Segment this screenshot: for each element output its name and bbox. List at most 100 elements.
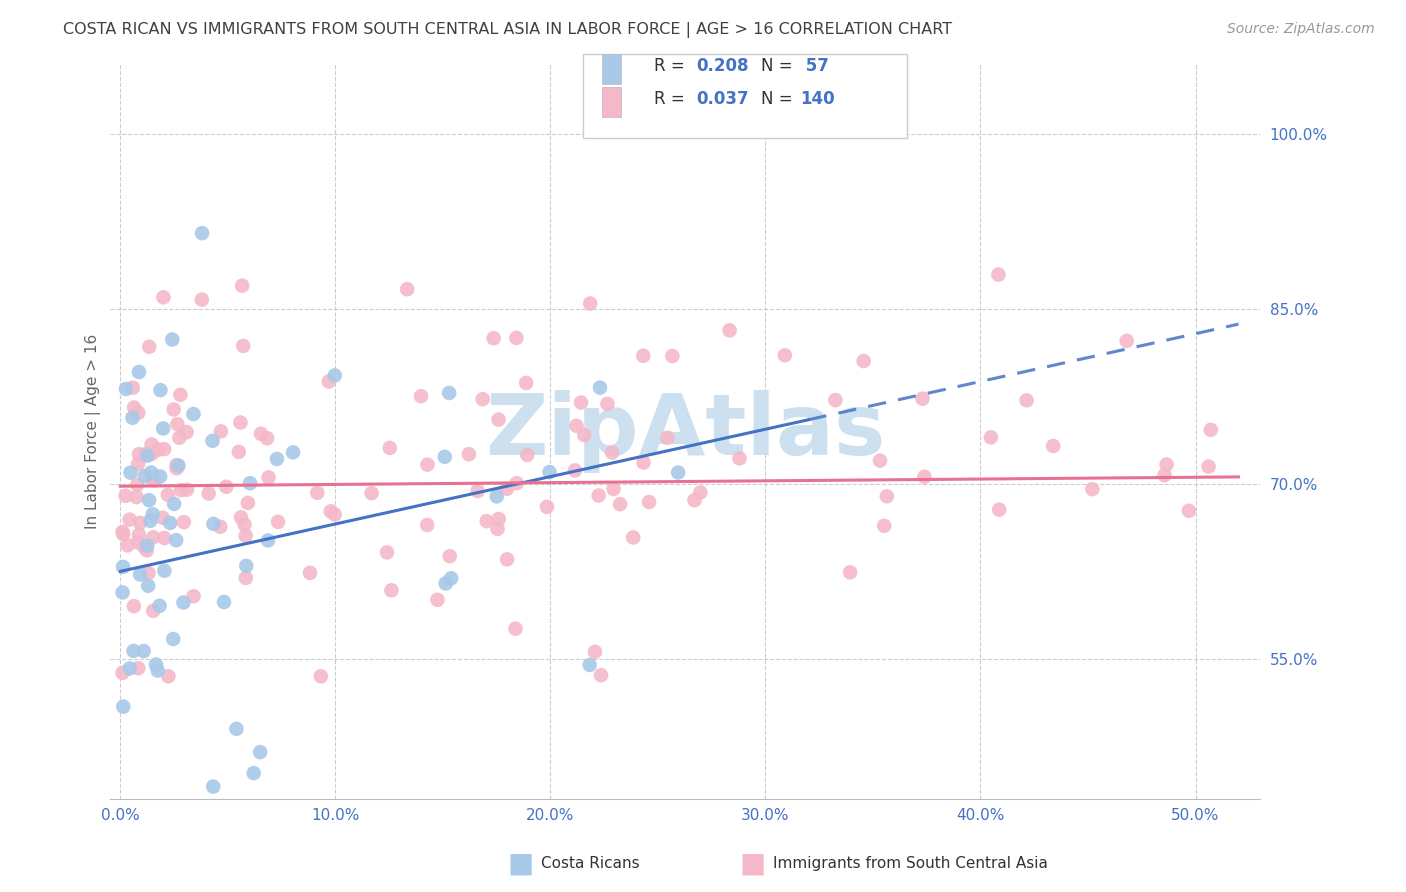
Point [839, 566, 862, 580]
Point [375, 545, 398, 559]
Point [250, 426, 273, 441]
Point [579, 296, 602, 310]
Point [396, 282, 419, 296]
Point [416, 518, 439, 533]
Point [1042, 439, 1064, 453]
Point [153, 442, 176, 456]
Point [202, 780, 225, 794]
Point [141, 466, 163, 480]
Point [127, 457, 149, 471]
Point [257, 470, 280, 484]
Point [197, 486, 219, 500]
Point [129, 567, 152, 582]
Point [1199, 423, 1222, 437]
Point [515, 376, 537, 390]
Point [122, 401, 145, 415]
Point [128, 447, 150, 461]
Text: Costa Ricans: Costa Ricans [541, 856, 640, 871]
Point [142, 530, 165, 544]
Point [127, 406, 149, 420]
Point [267, 515, 290, 529]
Point [156, 488, 179, 502]
Point [565, 418, 588, 433]
Point [471, 392, 494, 406]
Point [125, 490, 148, 504]
Point [578, 657, 600, 672]
Point [191, 226, 214, 240]
Point [987, 268, 1010, 282]
Point [152, 510, 174, 524]
Point [167, 458, 190, 473]
Point [718, 323, 741, 337]
Point [309, 669, 332, 683]
Point [683, 493, 706, 508]
Text: 57: 57 [800, 57, 830, 75]
Point [169, 431, 191, 445]
Point [139, 514, 162, 528]
Point [1115, 334, 1137, 348]
Point [118, 512, 141, 526]
Point [202, 516, 225, 531]
Point [911, 392, 934, 406]
Point [505, 331, 527, 345]
Point [162, 333, 184, 347]
Point [112, 699, 135, 714]
Point [873, 518, 896, 533]
Point [142, 604, 165, 618]
Point [666, 466, 689, 480]
Point [319, 504, 342, 518]
Point [249, 745, 271, 759]
Point [589, 381, 612, 395]
Point [433, 450, 456, 464]
Point [661, 349, 683, 363]
Text: COSTA RICAN VS IMMIGRANTS FROM SOUTH CENTRAL ASIA IN LABOR FORCE | AGE > 16 CORR: COSTA RICAN VS IMMIGRANTS FROM SOUTH CEN… [63, 22, 952, 38]
Point [536, 500, 558, 514]
Point [591, 668, 613, 682]
Text: R =: R = [654, 57, 690, 75]
Point [876, 489, 898, 503]
Point [153, 564, 176, 578]
Point [440, 571, 463, 585]
Point [141, 437, 163, 451]
Point [852, 354, 875, 368]
Point [143, 474, 166, 488]
Point [467, 483, 489, 498]
Point [869, 453, 891, 467]
Point [225, 722, 247, 736]
Point [157, 669, 180, 683]
Point [323, 508, 346, 522]
Point [434, 576, 457, 591]
Text: R =: R = [654, 90, 690, 108]
Point [122, 381, 145, 395]
Point [111, 665, 134, 680]
Point [633, 349, 655, 363]
Point [146, 664, 169, 678]
Point [1015, 393, 1038, 408]
Point [166, 417, 188, 432]
Point [235, 571, 257, 585]
Point [128, 528, 150, 542]
Point [138, 566, 160, 580]
Text: 0.037: 0.037 [696, 90, 748, 108]
Point [118, 661, 141, 675]
Point [163, 497, 186, 511]
Point [129, 516, 152, 530]
Point [159, 516, 181, 530]
Point [439, 549, 461, 563]
Point [914, 470, 936, 484]
Point [191, 293, 214, 307]
Point [574, 428, 596, 442]
Point [257, 533, 280, 548]
Text: 140: 140 [800, 90, 835, 108]
Point [209, 520, 232, 534]
Point [1081, 482, 1104, 496]
Point [149, 383, 172, 397]
Point [152, 421, 174, 435]
Point [136, 539, 159, 553]
Point [162, 632, 184, 646]
Point [176, 425, 198, 439]
Point [148, 599, 170, 613]
Point [122, 599, 145, 613]
Point [266, 452, 288, 467]
Text: Immigrants from South Central Asia: Immigrants from South Central Asia [773, 856, 1049, 871]
